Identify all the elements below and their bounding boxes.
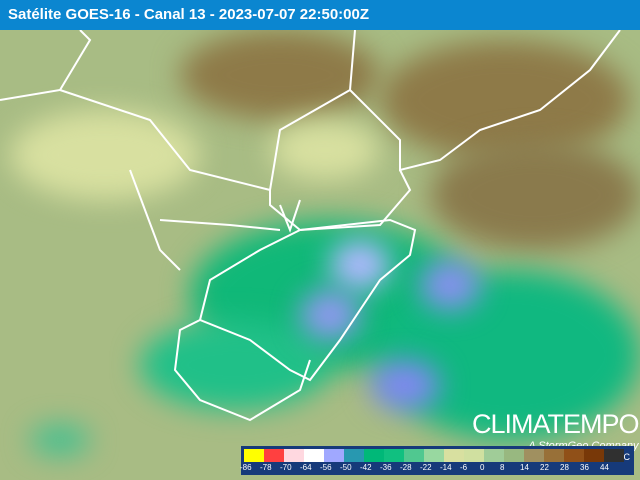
legend-label: 36	[580, 463, 589, 472]
legend-swatch	[264, 449, 284, 462]
legend-swatch	[464, 449, 484, 462]
legend-swatch	[444, 449, 464, 462]
legend-swatch	[324, 449, 344, 462]
legend-label: 14	[520, 463, 529, 472]
color-scale-legend: -86 -78 -70 -64 -56 -50 -42 -36 -28 -22 -14 -6 0 8 14 2…	[240, 446, 634, 475]
legend-label: -36	[380, 463, 392, 472]
legend-label: -50	[340, 463, 352, 472]
legend-swatches	[244, 449, 624, 462]
legend-swatch	[504, 449, 524, 462]
legend-label: 8	[500, 463, 505, 472]
legend-swatch	[484, 449, 504, 462]
legend-label: -86	[240, 463, 252, 472]
country-borders	[0, 30, 621, 422]
legend-unit: C	[623, 452, 631, 462]
legend-label: -64	[300, 463, 312, 472]
legend-swatch	[564, 449, 584, 462]
legend-swatch	[364, 449, 384, 462]
legend-swatch	[524, 449, 544, 462]
legend-label: -42	[360, 463, 372, 472]
legend-swatch	[404, 449, 424, 462]
legend-label: -78	[260, 463, 272, 472]
satellite-map[interactable]: CLIMATEMPO A StormGeo Company	[0, 30, 640, 480]
legend-label: 28	[560, 463, 569, 472]
logo-name: CLIMATEMPO	[472, 409, 640, 439]
legend-swatch	[544, 449, 564, 462]
legend-label: -22	[420, 463, 432, 472]
legend-labels: -86 -78 -70 -64 -56 -50 -42 -36 -28 -22 -14 -6 0 8 14 2…	[240, 463, 624, 472]
legend-swatch	[424, 449, 444, 462]
legend-label: -6	[460, 463, 468, 472]
legend-label: 44	[600, 463, 609, 472]
legend-label: -28	[400, 463, 412, 472]
legend-label: 0	[480, 463, 485, 472]
legend-label: 22	[540, 463, 549, 472]
page-title: Satélite GOES-16 - Canal 13 - 2023-07-07…	[0, 0, 640, 30]
legend-label: -70	[280, 463, 292, 472]
legend-swatch	[284, 449, 304, 462]
legend-label: -56	[320, 463, 332, 472]
legend-swatch	[244, 449, 264, 462]
legend-swatch	[344, 449, 364, 462]
legend-label: -14	[440, 463, 452, 472]
legend-swatch	[304, 449, 324, 462]
legend-swatch	[604, 449, 624, 462]
legend-swatch	[584, 449, 604, 462]
legend-swatch	[384, 449, 404, 462]
